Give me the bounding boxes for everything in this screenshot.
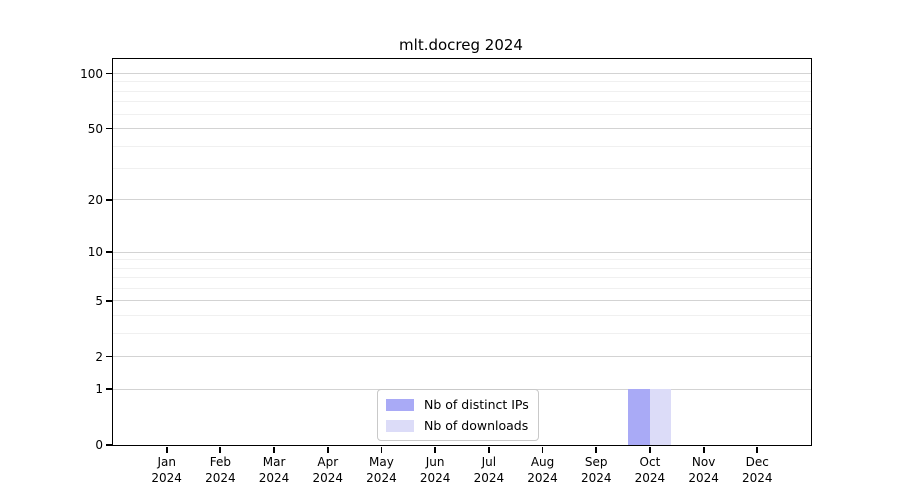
x-tick-label: Jun 2024 [403,454,467,486]
x-tick-year: 2024 [688,471,719,485]
plot-area: 0 1 2 5 10 20 50 100 Jan 2024 Feb 2024 Mar 2024 Apr 202… [80,58,812,485]
gridline-major [113,128,811,130]
legend-item-distinct-ips: Nb of distinct IPs [386,396,529,413]
gridline-minor [113,277,811,279]
axis-ticks-layer: 0 1 2 5 10 20 50 100 Jan 2024 Feb 2024 Mar 2024 Apr 202… [80,59,811,485]
gridline-major [113,300,811,302]
y-tick-mark [105,299,112,302]
x-tick-year: 2024 [366,471,397,485]
x-tick-month: Mar [262,455,286,469]
x-tick-mark [595,446,598,453]
x-tick-mark [273,446,275,453]
legend-swatch-distinct-ips-icon [386,398,414,411]
gridline-minor [113,113,811,115]
legend: Nb of distinct IPs Nb of downloads [377,389,539,441]
x-tick-year: 2024 [634,471,666,485]
x-tick-month: Sep [584,455,608,469]
gridline-minor [113,314,811,316]
y-tick-label: 10 [87,245,103,259]
x-tick-mark [756,446,759,453]
gridline-major [113,73,811,75]
gridline-minor [113,81,811,83]
x-tick-year: 2024 [205,471,236,485]
y-tick-label: 1 [95,382,103,397]
y-tick-label: 2 [95,349,103,364]
x-tick-label: Feb 2024 [188,454,252,486]
x-tick-mark [487,446,490,453]
gridline-minor [113,145,811,147]
x-tick-year: 2024 [419,471,451,485]
x-tick-mark [219,446,222,453]
x-tick-label: Mar 2024 [242,454,306,486]
x-tick-year: 2024 [580,471,612,485]
x-tick-year: 2024 [151,471,182,485]
x-tick-year: 2024 [312,471,344,485]
y-tick-mark [105,355,112,358]
x-tick-month: Apr [317,455,339,469]
legend-item-downloads: Nb of downloads [386,417,529,434]
legend-label-downloads: Nb of downloads [424,418,529,433]
x-tick-label: Dec 2024 [725,454,789,486]
gridline-minor [113,287,811,289]
x-tick-year: 2024 [527,471,558,485]
gridline-minor [113,267,811,269]
y-tick-mark [105,127,112,130]
y-tick-mark [105,199,112,201]
x-tick-label: Oct 2024 [618,454,682,486]
x-tick-label: Nov 2024 [672,454,736,486]
x-tick-mark [702,446,705,453]
x-tick-mark [649,446,651,453]
y-tick-label: 20 [87,192,103,207]
x-tick-label: Jan 2024 [135,454,199,486]
y-tick-mark [105,72,112,75]
gridline-minor [113,259,811,261]
x-tick-month: Feb [209,455,231,469]
x-tick-year: 2024 [742,471,773,485]
x-tick-month: Jul [481,455,497,469]
x-tick-month: Oct [639,455,661,469]
x-tick-label: Aug 2024 [511,454,575,486]
y-tick-mark [105,388,112,391]
gridline-major [113,251,811,253]
bar-distinct-ips [628,389,650,445]
x-tick-mark [434,446,437,453]
x-tick-mark [326,446,329,453]
legend-label-distinct-ips: Nb of distinct IPs [424,397,529,412]
y-tick-mark [105,444,112,446]
gridline-minor [113,168,811,170]
x-tick-month: May [369,455,394,469]
y-tick-label: 5 [95,293,103,308]
gridline-minor [113,90,811,92]
bar-downloads [649,389,672,445]
gridline-minor [113,332,811,334]
gridline-major [113,199,811,201]
x-tick-mark [380,446,383,453]
x-tick-month: Jan [157,455,176,469]
x-tick-month: Dec [745,455,769,469]
y-tick-label: 0 [95,438,103,452]
legend-swatch-downloads-icon [386,419,414,432]
x-tick-month: Jun [425,455,445,469]
x-tick-mark [541,446,544,453]
x-tick-label: Jul 2024 [457,454,521,486]
y-tick-label: 50 [87,121,103,136]
bars-layer [113,59,811,445]
y-tick-mark [105,251,112,253]
x-tick-label: Apr 2024 [296,454,360,486]
chart-title: mlt.docreg 2024 [399,36,523,54]
x-tick-month: Aug [530,455,555,469]
x-tick-year: 2024 [473,471,505,485]
x-tick-month: Nov [691,455,716,469]
x-tick-label: Sep 2024 [564,454,628,486]
y-tick-label: 100 [80,66,103,81]
gridline-major [113,356,811,358]
x-tick-label: May 2024 [349,454,413,486]
x-tick-mark [165,446,168,453]
gridline-minor [113,101,811,103]
x-tick-year: 2024 [258,471,290,485]
